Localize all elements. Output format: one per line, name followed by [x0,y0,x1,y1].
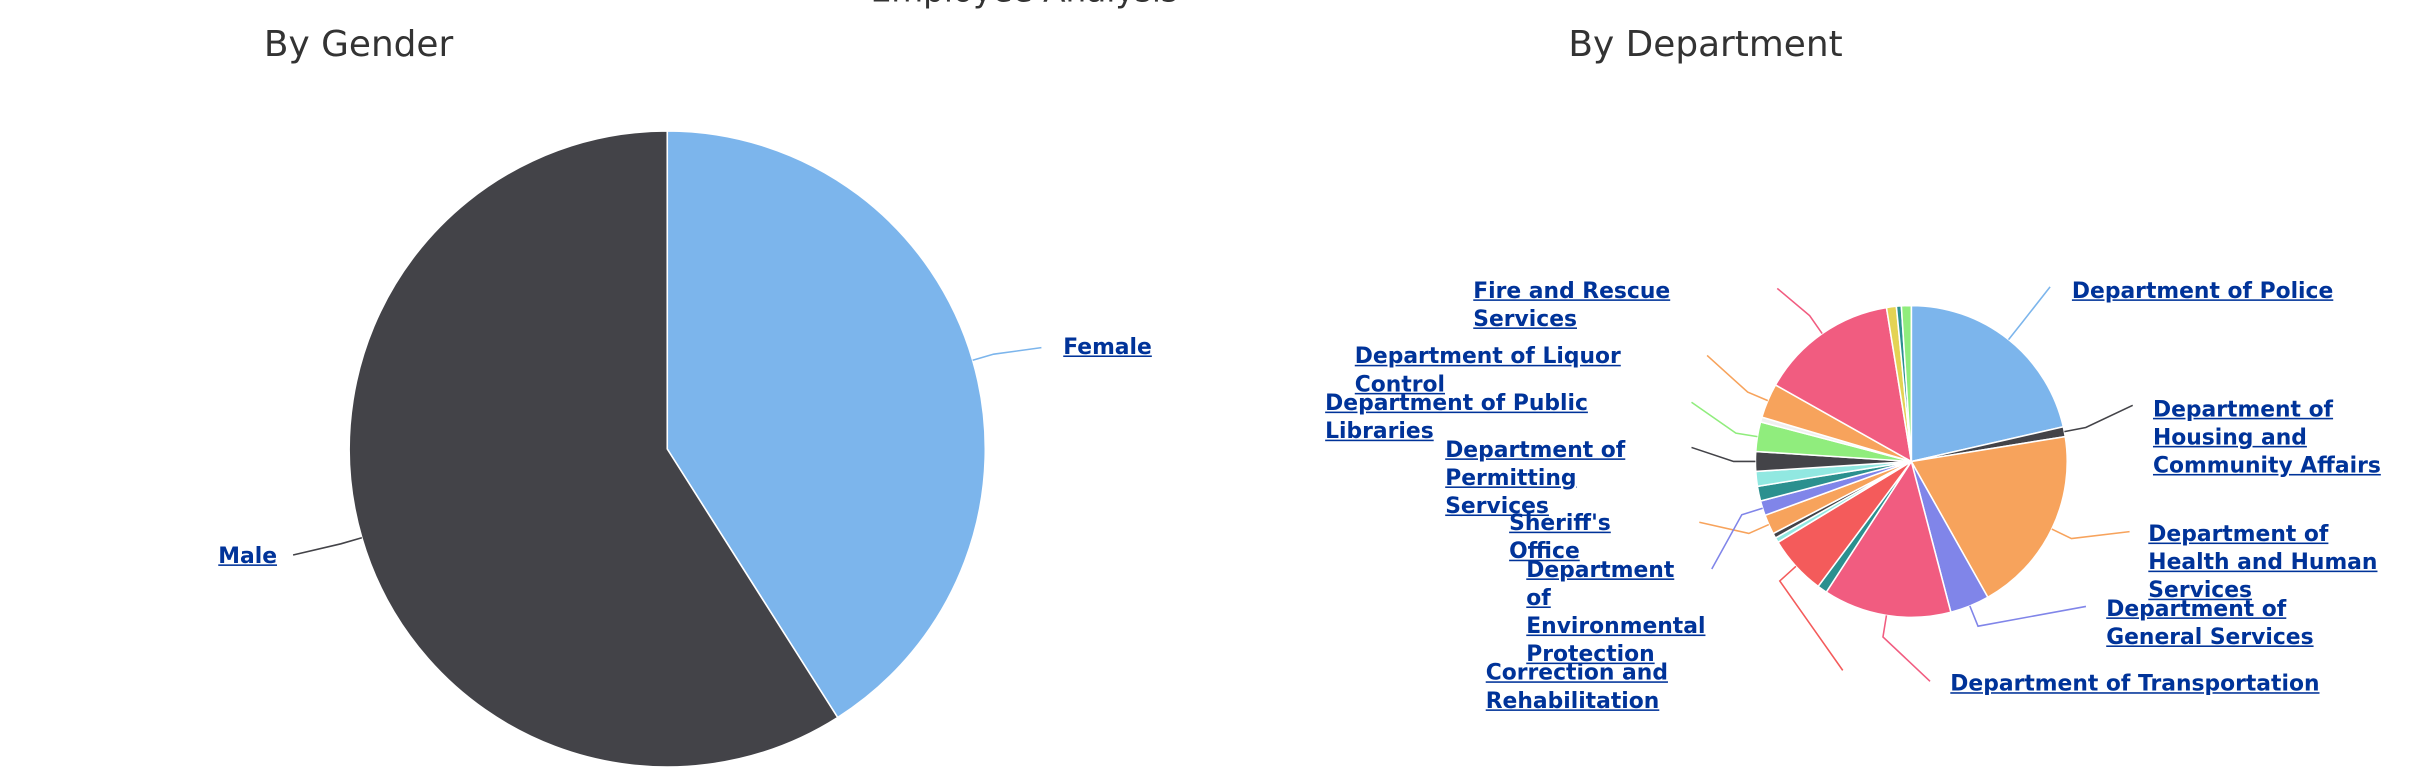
slice-label[interactable]: Correction and Rehabilitation [1485,661,1668,715]
chart-title: By Gender [263,24,454,66]
slice-label[interactable]: Department of Permitting Services [1445,438,1626,520]
connector [2051,528,2130,540]
connector [1691,446,1756,463]
connector [292,536,363,556]
pie-slice [1910,435,2068,599]
connector [1778,565,1844,671]
slice-label[interactable]: Male [218,544,278,570]
slice-label[interactable]: Department of General Services [2106,597,2314,651]
pie-slice [1825,459,1952,619]
connector [1706,354,1769,402]
page-title: Employee Analysis [712,0,1336,9]
connector [1711,507,1763,570]
connector [1882,615,1931,682]
connector [2064,404,2134,433]
pie-slice [1774,306,1913,463]
slice-label[interactable]: Department of Transportation [1950,671,2320,697]
slice-label[interactable]: Sheriff's Office [1509,511,1611,565]
slice-label[interactable]: Department of Liquor Control [1354,344,1621,398]
slice-label[interactable]: Department of Public Libraries [1325,391,1588,445]
pie-slice [1910,304,2065,463]
connector [1691,401,1758,438]
pie-slice [1900,304,1913,462]
slice-label[interactable]: Department of Health and Human Services [2148,522,2378,604]
slice-label[interactable]: Fire and Rescue Services [1473,279,1671,333]
connector [1699,521,1770,535]
pie-slice [348,130,839,768]
chart-title: By Department [1568,24,1843,66]
connector [2007,286,2051,341]
slice-label[interactable]: Female [1063,335,1152,361]
slice-label[interactable]: Department of Environmental Protection [1526,558,1706,668]
slice-label[interactable]: Department of Police [2071,279,2334,305]
connector [1776,287,1823,335]
connector [972,346,1042,362]
slice-label[interactable]: Department of Housing and Community Affa… [2152,397,2381,479]
connector [1969,605,2087,628]
